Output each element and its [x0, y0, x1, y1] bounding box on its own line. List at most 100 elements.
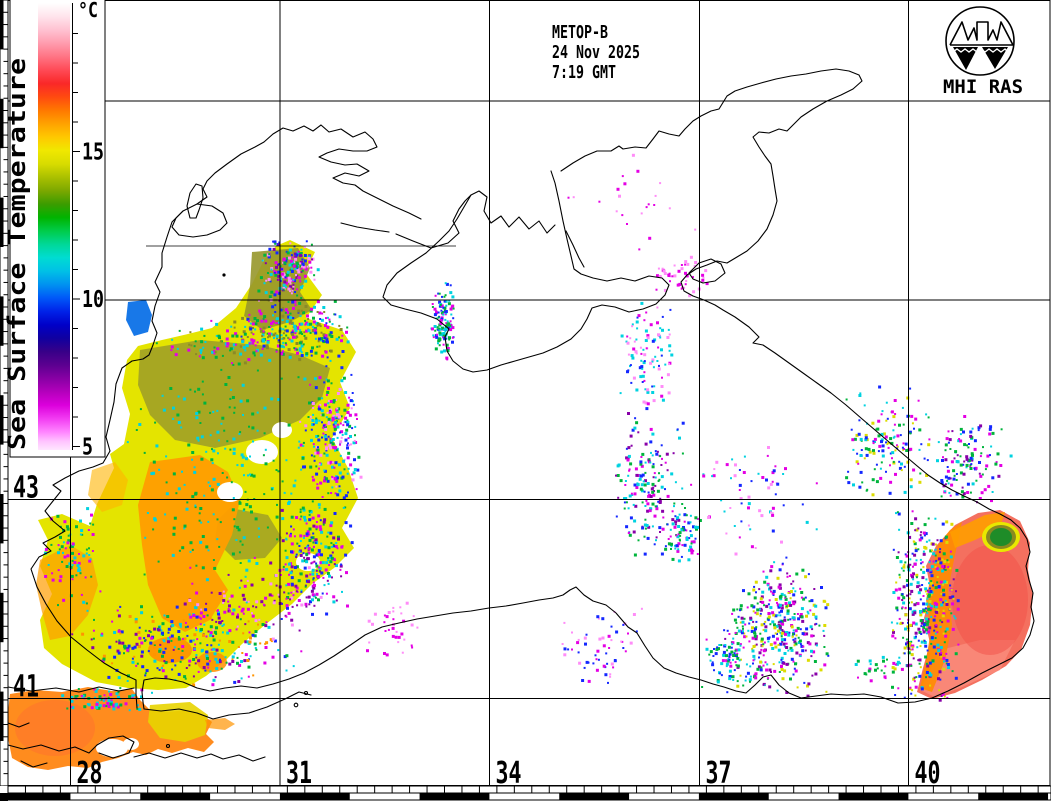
- sst-speckle: [873, 437, 877, 441]
- sst-speckle: [673, 274, 677, 278]
- sst-speckle: [136, 708, 139, 710]
- sst-speckle: [856, 659, 860, 663]
- sst-speckle: [747, 629, 750, 632]
- sst-speckle: [438, 327, 441, 330]
- sst-speckle: [323, 311, 326, 313]
- sst-speckle: [926, 459, 929, 462]
- sst-speckle: [217, 611, 220, 613]
- sst-speckle: [922, 628, 924, 631]
- sst-speckle: [663, 288, 667, 292]
- sst-speckle: [261, 623, 265, 626]
- sst-speckle: [740, 631, 744, 635]
- sst-speckle: [902, 636, 905, 639]
- sst-speckle: [126, 680, 129, 682]
- sst-speckle: [651, 482, 655, 486]
- sst-speckle: [723, 629, 726, 632]
- sst-speckle: [626, 458, 630, 462]
- sst-speckle: [577, 651, 580, 654]
- sst-speckle: [969, 456, 973, 460]
- sst-speckle: [305, 545, 308, 548]
- sst-speckle: [646, 402, 650, 406]
- sst-speckle: [761, 476, 765, 479]
- sst-speckle: [967, 446, 970, 449]
- sst-speckle: [44, 575, 48, 578]
- sst-speckle: [207, 666, 210, 669]
- ruler-band: [0, 691, 4, 741]
- sst-speckle: [450, 313, 453, 316]
- sst-speckle: [857, 676, 859, 679]
- sst-speckle: [845, 398, 848, 401]
- sst-speckle: [304, 429, 307, 432]
- sst-speckle: [920, 687, 924, 691]
- sst-speckle: [921, 584, 924, 586]
- sst-speckle: [445, 282, 449, 286]
- sst-speckle: [693, 264, 696, 267]
- sst-speckle: [98, 704, 102, 708]
- sst-speckle: [444, 294, 447, 297]
- sst-speckle: [214, 676, 217, 679]
- sst-speckle: [340, 430, 344, 434]
- sst-speckle: [241, 455, 245, 459]
- sst-speckle: [911, 644, 915, 648]
- sst-speckle: [242, 536, 246, 540]
- sst-speckle: [202, 615, 206, 618]
- sst-speckle: [290, 542, 294, 546]
- sst-speckle: [111, 662, 114, 665]
- sst-speckle: [954, 450, 958, 454]
- sst-speckle: [915, 573, 919, 577]
- sst-speckle: [785, 691, 789, 694]
- sst-speckle: [685, 514, 688, 517]
- sst-blue-estuary-patch: [126, 300, 152, 336]
- sst-speckle: [765, 478, 768, 482]
- sst-speckle: [215, 648, 219, 652]
- sst-speckle: [908, 597, 911, 600]
- sst-speckle: [899, 662, 901, 665]
- sst-speckle: [823, 663, 827, 667]
- sst-speckle: [321, 354, 325, 358]
- sst-speckle: [288, 338, 291, 341]
- sst-speckle: [90, 706, 94, 710]
- sst-speckle: [339, 568, 342, 571]
- sst-speckle: [932, 560, 935, 563]
- sst-speckle: [442, 328, 445, 331]
- sst-speckle: [227, 608, 230, 610]
- sst-speckle: [324, 427, 328, 431]
- sst-speckle: [327, 559, 330, 562]
- sst-speckle: [785, 662, 789, 666]
- sst-speckle: [117, 629, 121, 633]
- sst-speckle: [680, 267, 684, 271]
- sst-speckle: [689, 521, 692, 524]
- sst-speckle: [787, 592, 790, 594]
- sst-speckle: [59, 575, 63, 579]
- sst-speckle: [87, 529, 90, 531]
- sst-speckle: [711, 663, 715, 667]
- sst-speckle: [977, 426, 981, 430]
- sst-speckle: [271, 655, 275, 659]
- sst-speckle: [189, 652, 192, 655]
- sst-speckle: [277, 593, 280, 596]
- sst-speckle: [899, 621, 903, 625]
- sst-speckle: [784, 595, 787, 598]
- sst-speckle: [172, 417, 174, 420]
- sst-speckle: [877, 450, 880, 453]
- sst-speckle: [946, 559, 949, 562]
- sst-speckle: [264, 462, 268, 466]
- sst-speckle: [684, 283, 687, 286]
- sst-speckle: [651, 339, 655, 343]
- sst-speckle: [914, 694, 917, 697]
- sst-speckle: [914, 549, 918, 553]
- sst-speckle: [200, 340, 204, 344]
- sst-speckle: [115, 640, 118, 643]
- sst-speckle: [944, 634, 948, 638]
- sst-speckle: [734, 661, 737, 664]
- sst-speckle: [354, 425, 357, 428]
- sst-speckle: [305, 560, 309, 564]
- sst-speckle: [159, 643, 162, 646]
- sst-speckle: [733, 618, 737, 622]
- sst-speckle: [244, 640, 248, 644]
- sst-speckle: [724, 644, 727, 646]
- sst-speckle: [228, 610, 231, 613]
- sst-speckle: [341, 334, 344, 337]
- sst-speckle: [206, 644, 209, 647]
- sst-speckle: [633, 426, 637, 430]
